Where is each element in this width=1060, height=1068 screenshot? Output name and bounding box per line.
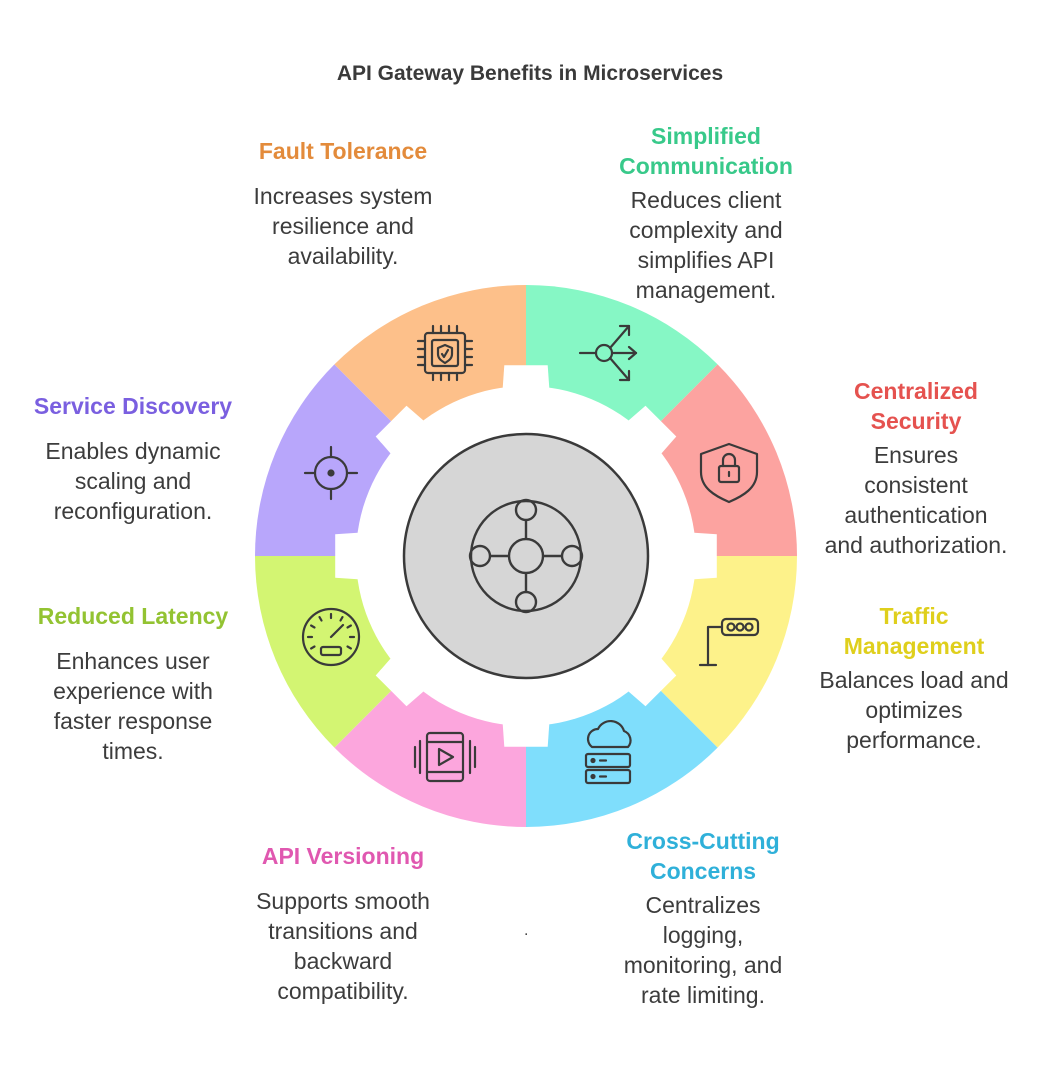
label-fault-tolerance: Fault Tolerance Increases system resilie… [233,136,453,271]
segment-description: Enables dynamic scaling and reconfigurat… [45,438,221,524]
label-centralized-security: Centralized Security Ensures consistent … [806,376,1026,560]
gear-tooth [335,532,360,580]
network-hub-icon [468,498,584,614]
segment-description: Supports smooth transitions and backward… [256,888,430,1004]
padlock-shield-icon [699,442,759,504]
gear-tooth [502,722,550,747]
segment-title: API Versioning [261,843,425,869]
gear-tooth [692,532,717,580]
segment-description: Balances load and optimizes performance. [819,667,1009,753]
video-play-icon [413,731,477,783]
stray-mark: . [524,922,529,939]
gear-tooth [627,657,677,707]
diagram-title: API Gateway Benefits in Microservices [336,62,724,85]
segment-description: Increases system resilience and availabi… [253,183,433,269]
segment-description: Centralizes logging, monitoring, and rat… [623,892,783,1008]
central-hub [402,432,650,680]
segment-title: Service Discovery [33,393,233,419]
gear-tooth [375,405,425,455]
segment-title: Simplified Communication [619,123,793,179]
segment-title: Cross-Cutting Concerns [626,828,780,884]
segment-description: Enhances user experience with faster res… [53,648,213,764]
segment-title: Centralized Security [854,378,978,434]
chip-shield-icon [416,324,474,382]
segment-description: Reduces client complexity and simplifies… [629,187,783,303]
crosshair-icon [303,445,359,501]
gear-tooth [502,365,550,390]
label-service-discovery: Service Discovery Enables dynamic scalin… [20,391,246,526]
branch-arrows-icon [578,324,638,382]
gear-tooth [627,405,677,455]
label-reduced-latency: Reduced Latency Enhances user experience… [20,601,246,766]
segment-title: Reduced Latency [37,603,229,629]
gear-tooth [375,657,425,707]
traffic-light-icon [698,617,760,667]
segment-title: Fault Tolerance [258,138,428,164]
label-api-versioning: API Versioning Supports smooth transitio… [233,841,453,1006]
speedometer-icon [301,607,361,667]
label-traffic-management: Traffic Management Balances load and opt… [800,601,1028,755]
cloud-server-icon [584,719,632,785]
label-simplified-communication: Simplified Communication Reduces client … [596,121,816,305]
segment-title: Traffic Management [843,603,985,659]
segment-description: Ensures consistent authentication and au… [824,442,1008,558]
label-cross-cutting-concerns: Cross-Cutting Concerns Centralizes loggi… [593,826,813,1010]
